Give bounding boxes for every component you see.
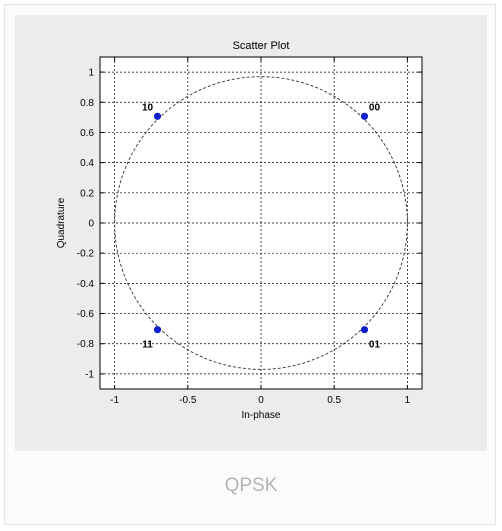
chart-title: Scatter Plot [233, 40, 290, 52]
y-axis-ticks: -1 -0.8 -0.6 -0.4 -0.2 0 0.2 0.4 0.6 0.8 1 [77, 68, 422, 380]
x-tick-label: -0.5 [179, 395, 197, 406]
x-tick-label: 0.5 [327, 395, 341, 406]
y-tick-label: 0.6 [80, 128, 94, 139]
constellation-point [153, 112, 162, 120]
point-label: 00 [369, 102, 381, 113]
point-label: 10 [142, 102, 154, 113]
y-tick-label: 0.2 [80, 188, 94, 199]
x-tick-label: 1 [405, 395, 411, 406]
y-tick-label: -0.4 [77, 279, 95, 290]
y-axis-label: Quadrature [56, 197, 67, 248]
constellation-point [360, 112, 369, 120]
figure-caption: QPSK [224, 475, 278, 496]
y-tick-label: 0.8 [80, 98, 94, 109]
x-axis-ticks: -1 -0.5 0 0.5 1 [110, 57, 411, 406]
point-label: 11 [142, 340, 153, 351]
x-axis-label: In-phase [242, 410, 281, 421]
figure-window: -1 -0.5 0 0.5 1 -1 -0.8 -0.6 -0.4 -0.2 0 0.2 0.4 0.6… [15, 15, 487, 451]
y-tick-label: -0.6 [77, 309, 95, 320]
y-tick-label: -0.8 [77, 339, 95, 350]
figure-card: -1 -0.5 0 0.5 1 -1 -0.8 -0.6 -0.4 -0.2 0 0.2 0.4 0.6… [4, 4, 496, 525]
y-tick-label: 1 [88, 68, 94, 79]
constellation-point [360, 326, 369, 334]
reference-circle [114, 76, 408, 370]
y-tick-label: 0.4 [80, 158, 94, 169]
y-tick-label: 0 [88, 219, 94, 230]
x-tick-label: -1 [110, 395, 119, 406]
y-tick-label: -1 [85, 369, 94, 380]
constellation-point [153, 326, 162, 334]
constellation-points: 00 10 11 01 [142, 102, 381, 350]
point-label: 01 [369, 340, 381, 351]
x-tick-label: 0 [258, 395, 264, 406]
grid-lines [100, 57, 422, 389]
scatter-plot: -1 -0.5 0 0.5 1 -1 -0.8 -0.6 -0.4 -0.2 0 0.2 0.4 0.6… [56, 40, 423, 421]
y-tick-label: -0.2 [77, 249, 95, 260]
